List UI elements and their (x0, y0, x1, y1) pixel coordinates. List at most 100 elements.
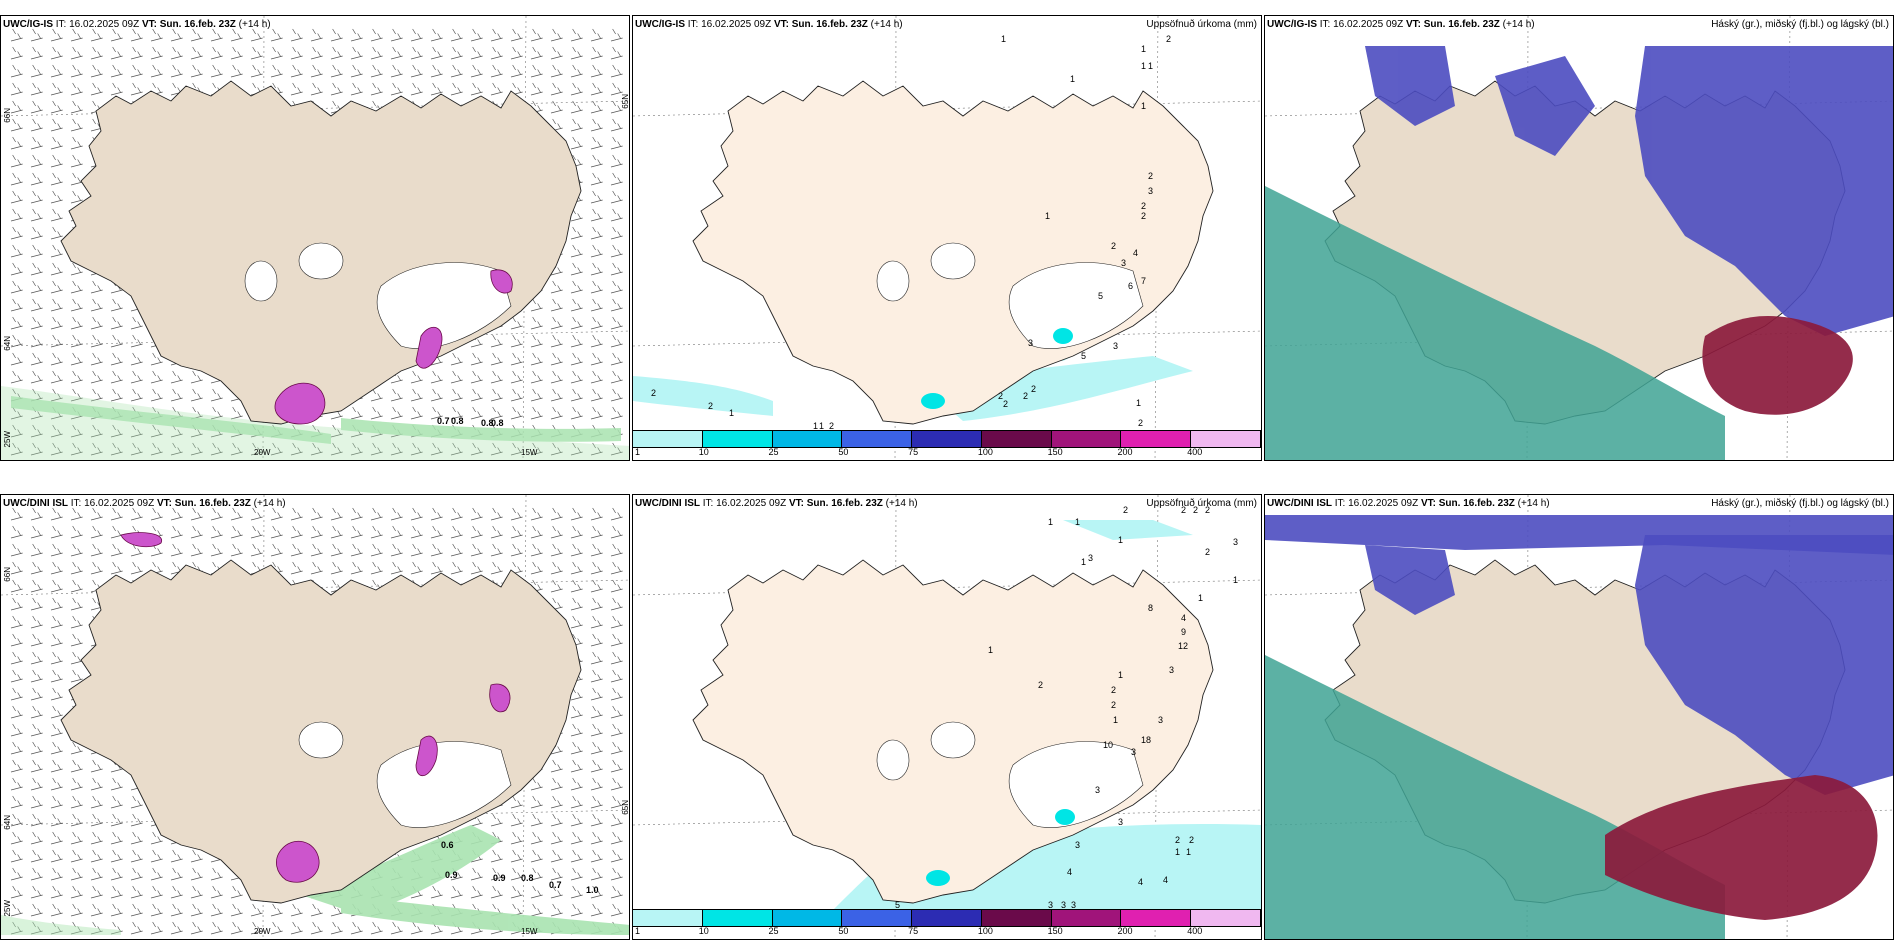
wind-barb (570, 597, 583, 611)
precip-value: 2 (1141, 211, 1147, 221)
wind-barb (610, 597, 623, 611)
wind-barb (210, 406, 223, 420)
wind-barb (50, 388, 63, 402)
wind-barb (510, 849, 523, 863)
wind-barb (50, 316, 63, 330)
wind-barb (610, 100, 623, 114)
wind-barb (70, 100, 83, 114)
wind-barb (530, 507, 543, 521)
wind-barb (530, 903, 543, 917)
wind-barb (570, 100, 583, 114)
wind-barb (110, 424, 123, 438)
wind-barb (610, 208, 623, 222)
wind-barb (30, 208, 43, 222)
wind-barb (610, 370, 623, 384)
wind-barb (50, 615, 63, 629)
wind-barb (450, 370, 463, 384)
wind-barb (250, 903, 263, 917)
wind-barb (290, 903, 303, 917)
wind-barb (510, 831, 523, 845)
legend-swatch (1121, 431, 1192, 447)
wind-barb (590, 849, 603, 863)
wind-barb (610, 442, 623, 456)
wind-barb (410, 64, 423, 78)
wind-barb (70, 334, 83, 348)
wind-barb (70, 388, 83, 402)
wind-barb (450, 28, 463, 42)
wind-barb (530, 28, 543, 42)
wind-barb (570, 244, 583, 258)
wind-barb (610, 118, 623, 132)
precip-value: 3 (1075, 840, 1081, 850)
wind-barb (90, 424, 103, 438)
wind-barb (110, 64, 123, 78)
precip-value: 3 (1048, 900, 1054, 910)
wind-barb (610, 687, 623, 701)
init-time: IT: 16.02.2025 09Z (687, 19, 772, 30)
wind-barb (570, 64, 583, 78)
wind-barb (450, 388, 463, 402)
wind-barb (50, 867, 63, 881)
wind-barb (130, 64, 143, 78)
wind-barb (610, 903, 623, 917)
wind-barb (550, 507, 563, 521)
wind-barb (410, 406, 423, 420)
wind-barb (610, 777, 623, 791)
wind-barb (30, 777, 43, 791)
wind-barb (410, 370, 423, 384)
wind-barb (90, 352, 103, 366)
wind-barb (590, 226, 603, 240)
legend-swatch (912, 910, 982, 926)
legend-tick: 75 (908, 926, 919, 936)
wind-barb (250, 28, 263, 42)
wind-barb (50, 280, 63, 294)
contour-label: 0.8 (481, 418, 494, 428)
wind-barb (130, 507, 143, 521)
wind-barb (370, 525, 383, 539)
wind-barb (610, 298, 623, 312)
wind-barb (50, 831, 63, 845)
panel-header: UWC/DINI ISL IT: 16.02.2025 09Z VT: Sun.… (3, 498, 286, 509)
wind-barb (570, 525, 583, 539)
wind-barb (110, 777, 123, 791)
wind-barb (70, 352, 83, 366)
wind-barb (590, 118, 603, 132)
wind-barb (210, 388, 223, 402)
wind-barb (230, 442, 243, 456)
wind-barb (70, 298, 83, 312)
wind-barb (450, 885, 463, 899)
wind-barb (410, 28, 423, 42)
wind-barb (510, 543, 523, 557)
wind-barb (110, 316, 123, 330)
wind-barb (570, 813, 583, 827)
wind-barb (310, 561, 323, 575)
wind-barb (550, 100, 563, 114)
wind-barb (30, 921, 43, 935)
wind-barb (490, 813, 503, 827)
wind-barb (510, 525, 523, 539)
precip-value: 1 (1136, 398, 1142, 408)
wind-barb (30, 633, 43, 647)
wind-barb (110, 885, 123, 899)
wind-barb (430, 370, 443, 384)
wind-barb (30, 795, 43, 809)
wind-barb (390, 82, 403, 96)
wind-barb (390, 388, 403, 402)
wind-barb (370, 64, 383, 78)
wind-barb (610, 352, 623, 366)
wind-barb (170, 849, 183, 863)
wind-barb (210, 903, 223, 917)
wind-barb (130, 316, 143, 330)
wind-barb (50, 597, 63, 611)
wind-barb (570, 615, 583, 629)
wind-barb (30, 424, 43, 438)
wind-barb (130, 867, 143, 881)
wind-barb (370, 406, 383, 420)
precip-value: 2 (1003, 399, 1009, 409)
wind-barb (10, 46, 23, 60)
wind-barb (610, 615, 623, 629)
wind-barb (570, 543, 583, 557)
wind-barb (510, 388, 523, 402)
wind-barb (590, 723, 603, 737)
wind-barb (70, 813, 83, 827)
